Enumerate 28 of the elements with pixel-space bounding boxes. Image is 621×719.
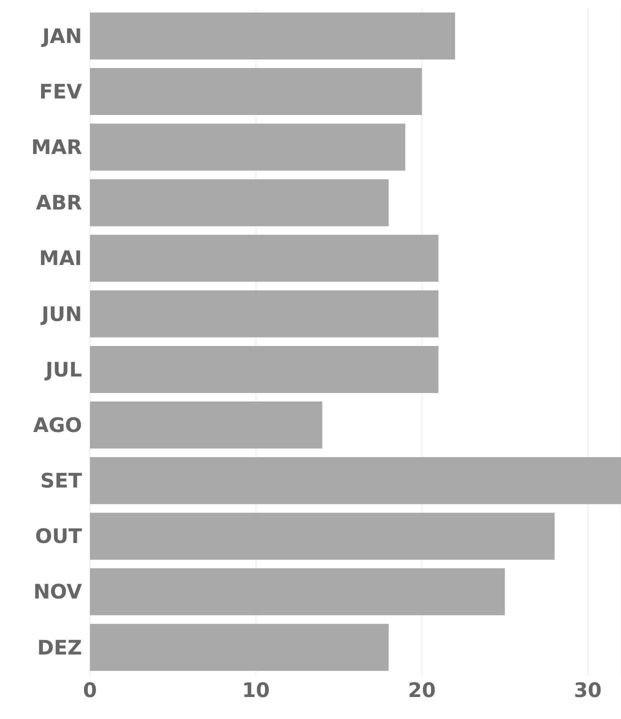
x-tick-label: 20	[408, 678, 436, 702]
y-tick-label: ABR	[36, 190, 82, 215]
y-tick-label: MAI	[39, 246, 82, 270]
bar	[90, 457, 621, 504]
y-tick-label: JUN	[40, 302, 82, 326]
bar	[90, 179, 389, 226]
bar	[90, 568, 505, 616]
y-tick-label: SET	[40, 468, 82, 493]
bar	[90, 624, 389, 671]
bar	[90, 290, 438, 338]
bar	[90, 234, 438, 282]
bar	[90, 124, 406, 171]
bar	[90, 402, 322, 449]
bar	[90, 12, 456, 60]
bar	[90, 68, 422, 116]
x-tick-label: 30	[574, 678, 602, 702]
x-tick-label: 10	[242, 678, 270, 702]
y-tick-label: DEZ	[37, 635, 82, 660]
bar	[90, 512, 555, 560]
bar	[90, 346, 438, 393]
y-tick-label: MAR	[31, 135, 82, 160]
x-tick-label: 0	[83, 678, 97, 702]
y-tick-label: FEV	[39, 79, 83, 104]
y-tick-label: OUT	[35, 524, 82, 548]
y-tick-label: NOV	[33, 580, 83, 604]
y-tick-label: JUL	[44, 357, 82, 382]
y-tick-label: JAN	[40, 24, 82, 48]
y-tick-label: AGO	[33, 412, 82, 437]
